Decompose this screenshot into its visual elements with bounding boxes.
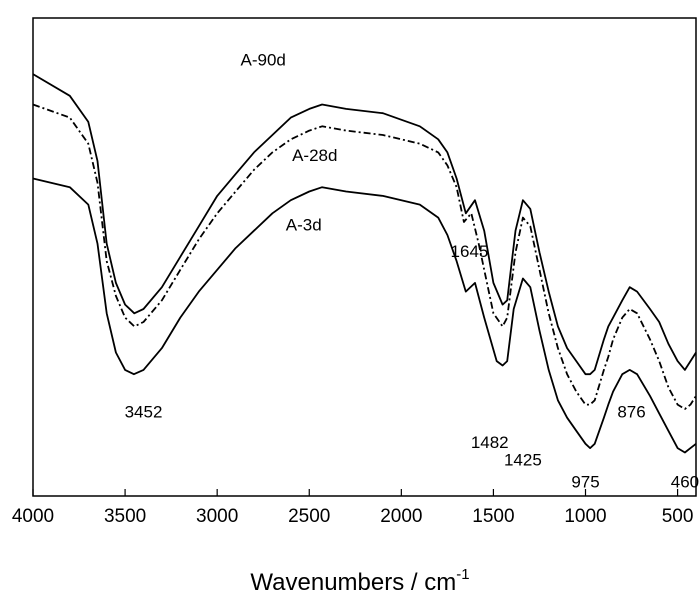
x-tick-label: 4000 bbox=[12, 506, 54, 527]
peak-annotation: 876 bbox=[617, 403, 645, 422]
x-axis-label: Wavenumbers / cm-1 bbox=[250, 566, 469, 596]
series-label: A-3d bbox=[286, 216, 322, 235]
series-label: A-28d bbox=[292, 146, 337, 165]
peak-annotation: 460 bbox=[671, 472, 699, 491]
x-tick-label: 500 bbox=[662, 506, 694, 527]
x-tick-label: 2500 bbox=[288, 506, 330, 527]
series-line-a-3d bbox=[32, 177, 697, 454]
x-tick-label: 2000 bbox=[380, 506, 422, 527]
series-label: A-90d bbox=[241, 50, 286, 69]
series-group bbox=[32, 73, 697, 454]
peak-annotation: 3452 bbox=[125, 403, 163, 422]
x-tick-label: 3000 bbox=[196, 506, 238, 527]
peak-annotation: 1425 bbox=[504, 451, 542, 470]
peak-annotation: 1482 bbox=[471, 433, 509, 452]
peak-annotation: 1645 bbox=[451, 242, 489, 261]
x-axis-label-superscript: -1 bbox=[456, 566, 469, 583]
series-line-a-28d bbox=[32, 103, 697, 410]
x-tick-label: 1000 bbox=[564, 506, 606, 527]
peak-annotation: 975 bbox=[571, 472, 599, 491]
x-tick-label: 1500 bbox=[472, 506, 514, 527]
x-tick-label: 3500 bbox=[104, 506, 146, 527]
series-line-a-90d bbox=[32, 73, 697, 376]
plot-frame bbox=[32, 17, 697, 497]
x-ticks: 4000 3500 3000 2500 2000 1500 1000 500 bbox=[12, 489, 694, 527]
x-axis-label-text: Wavenumbers / cm bbox=[250, 569, 456, 596]
